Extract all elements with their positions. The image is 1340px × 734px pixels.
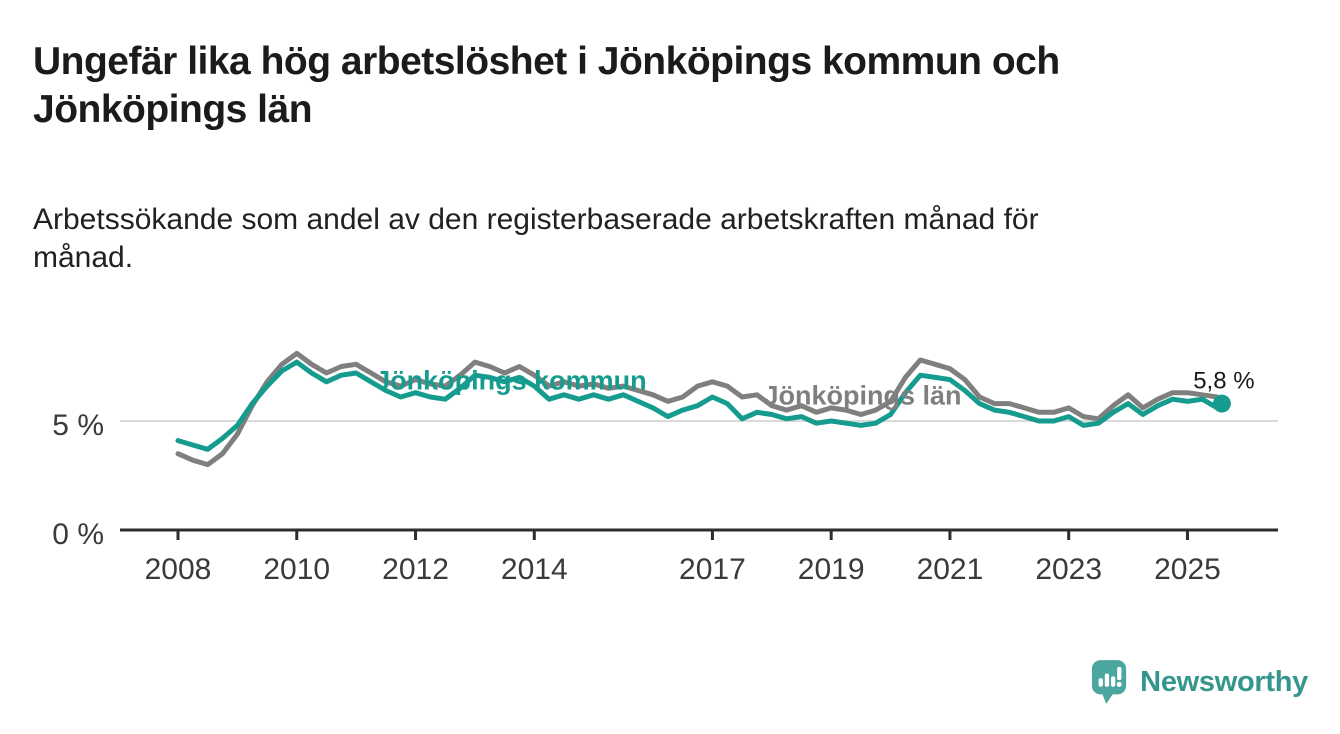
chart-header: Ungefär lika hög arbetslöshet i Jönköpin… (33, 38, 1060, 134)
chart-subtitle-line1: Arbetssökande som andel av den registerb… (33, 203, 1039, 236)
chart-subtitle: Arbetssökande som andel av den registerb… (33, 201, 1039, 277)
x-axis-tick-label: 2023 (1035, 553, 1102, 586)
x-axis-tick-label: 2014 (501, 553, 568, 586)
x-axis-tick-label: 2017 (679, 553, 746, 586)
x-axis-tick-label: 2012 (382, 553, 449, 586)
series-label-lan: Jönköpings län (763, 381, 961, 411)
end-value-label: 5,8 % (1193, 368, 1254, 395)
end-point-marker (1212, 394, 1231, 413)
chart-subtitle-line2: månad. (33, 241, 134, 274)
series-line-lan (175, 350, 1220, 468)
y-axis-tick-label: 0 % (52, 518, 104, 551)
x-axis-tick-label: 2008 (145, 553, 212, 586)
x-axis-tick-label: 2010 (263, 553, 330, 586)
series-line-kommun (175, 359, 1225, 452)
chart-title-line2: Jönköpings län (33, 88, 313, 131)
bar-chart-speech-bubble-icon (1092, 660, 1127, 704)
series-label-kommun: Jönköpings kommun (375, 365, 647, 395)
y-axis-tick-label: 5 % (52, 409, 104, 442)
chart-title: Ungefär lika hög arbetslöshet i Jönköpin… (33, 38, 1060, 134)
x-axis-tick-label: 2021 (917, 553, 984, 586)
x-axis-tick-label: 2025 (1154, 553, 1221, 586)
x-axis-tick-label: 2019 (798, 553, 865, 586)
newsworthy-wordmark: Newsworthy (1140, 666, 1308, 698)
chart-title-line1: Ungefär lika hög arbetslöshet i Jönköpin… (33, 40, 1060, 83)
newsworthy-logo: Newsworthy (1091, 659, 1308, 706)
